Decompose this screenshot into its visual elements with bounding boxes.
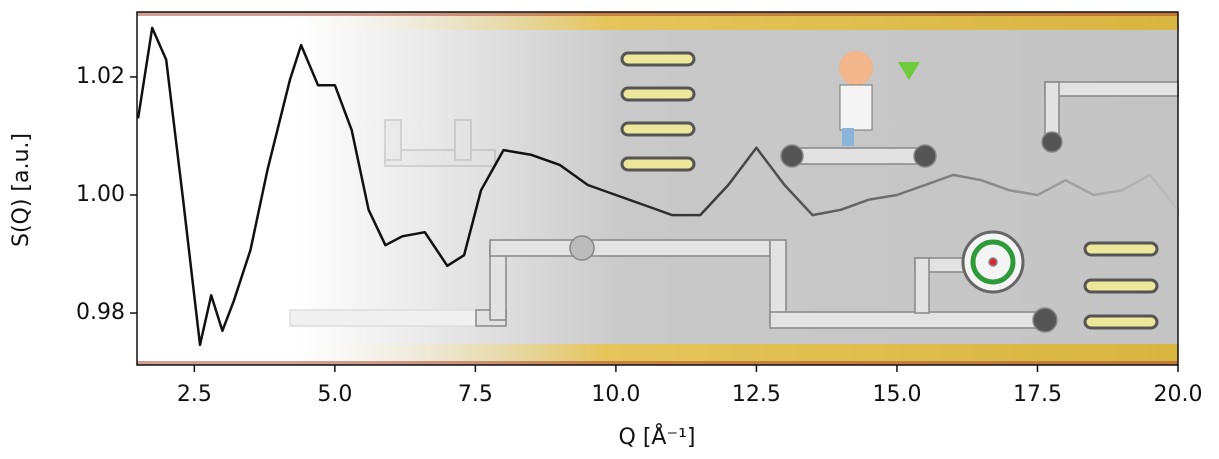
x-tick-label: 10.0 [591, 382, 640, 407]
axes-frame [136, 11, 1179, 366]
y-tick-label: 1.02 [76, 64, 125, 89]
y-axis-label: S(Q) [a.u.] [9, 133, 34, 247]
y-tick-label: 1.00 [76, 182, 125, 207]
pipes [289, 81, 1179, 333]
data-line [136, 26, 1179, 347]
x-tick-label: 20.0 [1154, 382, 1203, 407]
lamps [620, 51, 1159, 330]
x-tick-label: 2.5 [177, 382, 212, 407]
x-tick-label: 17.5 [1013, 382, 1062, 407]
y-tick-label: 0.98 [76, 300, 125, 325]
x-axis-label: Q [Å⁻¹] [619, 423, 696, 450]
x-tick-label: 7.5 [458, 382, 493, 407]
plot-area [136, 26, 1179, 347]
x-tick-label: 5.0 [317, 382, 352, 407]
character [839, 51, 920, 146]
x-tick-label: 12.5 [732, 382, 781, 407]
x-tick-label: 15.0 [872, 382, 921, 407]
